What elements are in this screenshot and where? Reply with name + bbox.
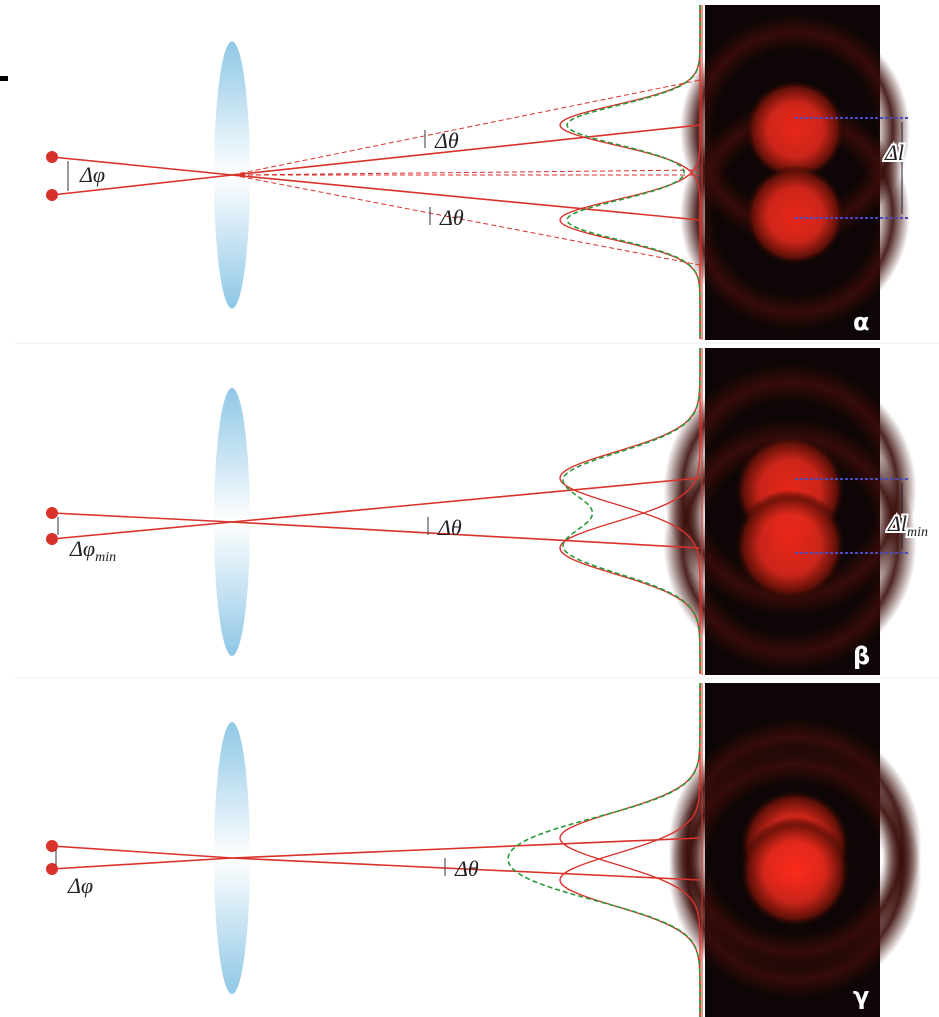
point-source (46, 189, 58, 201)
point-source (46, 151, 58, 163)
ray (52, 513, 232, 522)
separation-label: Δl (884, 140, 904, 165)
intensity-profile (560, 5, 700, 339)
ray-dashed (232, 80, 700, 175)
airy-spot (745, 165, 845, 265)
point-source (46, 507, 58, 519)
angle-label: Δθ (454, 856, 479, 881)
ray (52, 157, 232, 175)
source-angle-label: Δφ (67, 873, 93, 898)
airy-spot (735, 490, 845, 600)
angle-label: Δθ (437, 515, 462, 540)
separation-label-main: Δl (884, 140, 904, 165)
separation-label-main: Δl (887, 511, 907, 536)
corner-mark (0, 76, 8, 81)
panel-label: γ (853, 982, 869, 1010)
separation-label-sub: min (907, 525, 928, 540)
ray-dashed (232, 170, 700, 175)
ray-dashed (232, 175, 700, 265)
airy-spot (740, 817, 850, 927)
panel-label: β (853, 642, 870, 670)
point-source (46, 533, 58, 545)
intensity-sum (567, 5, 700, 339)
source-angle-label-main: Δφ (69, 536, 95, 561)
angle-label: Δθ (434, 128, 459, 153)
ray (232, 838, 700, 858)
ray (52, 175, 232, 195)
ray (232, 522, 700, 548)
ray (52, 858, 232, 869)
intensity-profile (560, 5, 700, 339)
panel-label: α (853, 308, 870, 336)
ray (52, 846, 232, 858)
figure: ΔφΔθΔθΔlαΔφminΔθΔlminβΔφΔθγ (0, 0, 939, 1017)
source-angle-label: Δφ (79, 162, 105, 187)
angle-label: Δθ (439, 205, 464, 230)
source-angle-label-sub: min (95, 550, 116, 565)
ray (232, 478, 700, 522)
source-angle-label: Δφmin (69, 536, 116, 565)
ray (232, 125, 700, 175)
